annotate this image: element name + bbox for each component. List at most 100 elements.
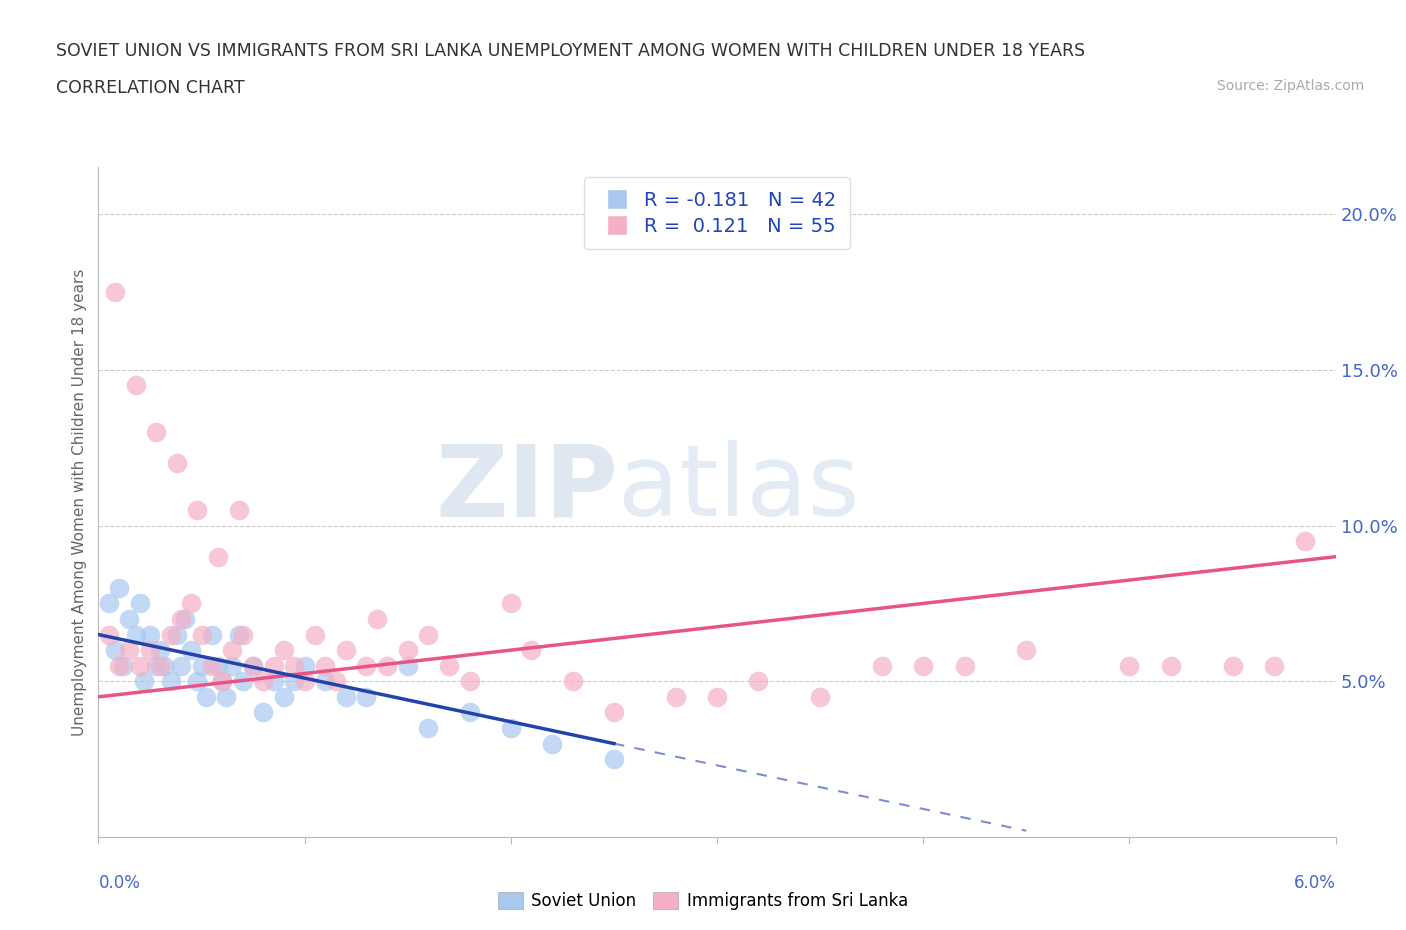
Text: 0.0%: 0.0%: [98, 874, 141, 892]
Point: [228, 627, 250, 642]
Legend: Soviet Union, Immigrants from Sri Lanka: Soviet Union, Immigrants from Sri Lanka: [492, 885, 914, 917]
Point: [396, 643, 419, 658]
Point: [159, 674, 181, 689]
Point: [170, 658, 193, 673]
Point: [108, 580, 131, 595]
Point: [180, 596, 202, 611]
Point: [304, 627, 326, 642]
Point: [1160, 658, 1182, 673]
Point: [97, 596, 120, 611]
Point: [561, 674, 583, 689]
Point: [166, 456, 188, 471]
Point: [232, 674, 254, 689]
Text: CORRELATION CHART: CORRELATION CHART: [56, 79, 245, 97]
Point: [912, 658, 935, 673]
Point: [242, 658, 264, 673]
Point: [520, 643, 543, 658]
Point: [190, 627, 212, 642]
Point: [124, 378, 146, 392]
Point: [294, 674, 316, 689]
Point: [128, 596, 150, 611]
Point: [335, 689, 357, 704]
Point: [97, 627, 120, 642]
Point: [356, 658, 378, 673]
Point: [104, 643, 127, 658]
Point: [166, 627, 188, 642]
Point: [186, 674, 208, 689]
Text: Source: ZipAtlas.com: Source: ZipAtlas.com: [1216, 79, 1364, 93]
Point: [180, 643, 202, 658]
Point: [375, 658, 398, 673]
Y-axis label: Unemployment Among Women with Children Under 18 years: Unemployment Among Women with Children U…: [72, 269, 87, 736]
Point: [366, 612, 388, 627]
Point: [145, 425, 167, 440]
Point: [170, 612, 193, 627]
Point: [159, 627, 181, 642]
Point: [458, 674, 481, 689]
Point: [132, 674, 155, 689]
Point: [207, 550, 229, 565]
Point: [221, 643, 243, 658]
Point: [458, 705, 481, 720]
Point: [215, 689, 238, 704]
Legend: R = -0.181   N = 42, R =  0.121   N = 55: R = -0.181 N = 42, R = 0.121 N = 55: [583, 177, 851, 249]
Point: [283, 674, 305, 689]
Point: [201, 658, 224, 673]
Point: [186, 502, 208, 517]
Point: [112, 658, 135, 673]
Point: [1222, 658, 1244, 673]
Point: [124, 627, 146, 642]
Point: [808, 689, 831, 704]
Point: [145, 658, 167, 673]
Point: [252, 674, 274, 689]
Point: [541, 737, 564, 751]
Point: [108, 658, 131, 673]
Point: [118, 643, 141, 658]
Point: [325, 674, 347, 689]
Point: [499, 721, 522, 736]
Point: [104, 285, 127, 299]
Point: [418, 721, 440, 736]
Point: [201, 627, 224, 642]
Point: [603, 705, 626, 720]
Point: [706, 689, 728, 704]
Point: [314, 674, 336, 689]
Point: [174, 612, 197, 627]
Text: atlas: atlas: [619, 440, 859, 538]
Point: [283, 658, 305, 673]
Point: [747, 674, 769, 689]
Point: [194, 689, 217, 704]
Point: [665, 689, 688, 704]
Point: [418, 627, 440, 642]
Point: [149, 643, 172, 658]
Text: SOVIET UNION VS IMMIGRANTS FROM SRI LANKA UNEMPLOYMENT AMONG WOMEN WITH CHILDREN: SOVIET UNION VS IMMIGRANTS FROM SRI LANK…: [56, 42, 1085, 60]
Point: [139, 627, 162, 642]
Point: [211, 674, 233, 689]
Point: [314, 658, 336, 673]
Point: [1015, 643, 1038, 658]
Point: [499, 596, 522, 611]
Point: [221, 658, 243, 673]
Point: [294, 658, 316, 673]
Point: [1294, 534, 1316, 549]
Point: [263, 674, 285, 689]
Point: [870, 658, 893, 673]
Point: [396, 658, 419, 673]
Point: [228, 502, 250, 517]
Point: [1263, 658, 1285, 673]
Point: [356, 689, 378, 704]
Point: [335, 643, 357, 658]
Point: [953, 658, 976, 673]
Point: [190, 658, 212, 673]
Point: [211, 674, 233, 689]
Point: [149, 658, 172, 673]
Text: 6.0%: 6.0%: [1294, 874, 1336, 892]
Point: [273, 643, 295, 658]
Point: [232, 627, 254, 642]
Point: [118, 612, 141, 627]
Point: [1118, 658, 1140, 673]
Point: [437, 658, 460, 673]
Point: [252, 705, 274, 720]
Point: [128, 658, 150, 673]
Point: [242, 658, 264, 673]
